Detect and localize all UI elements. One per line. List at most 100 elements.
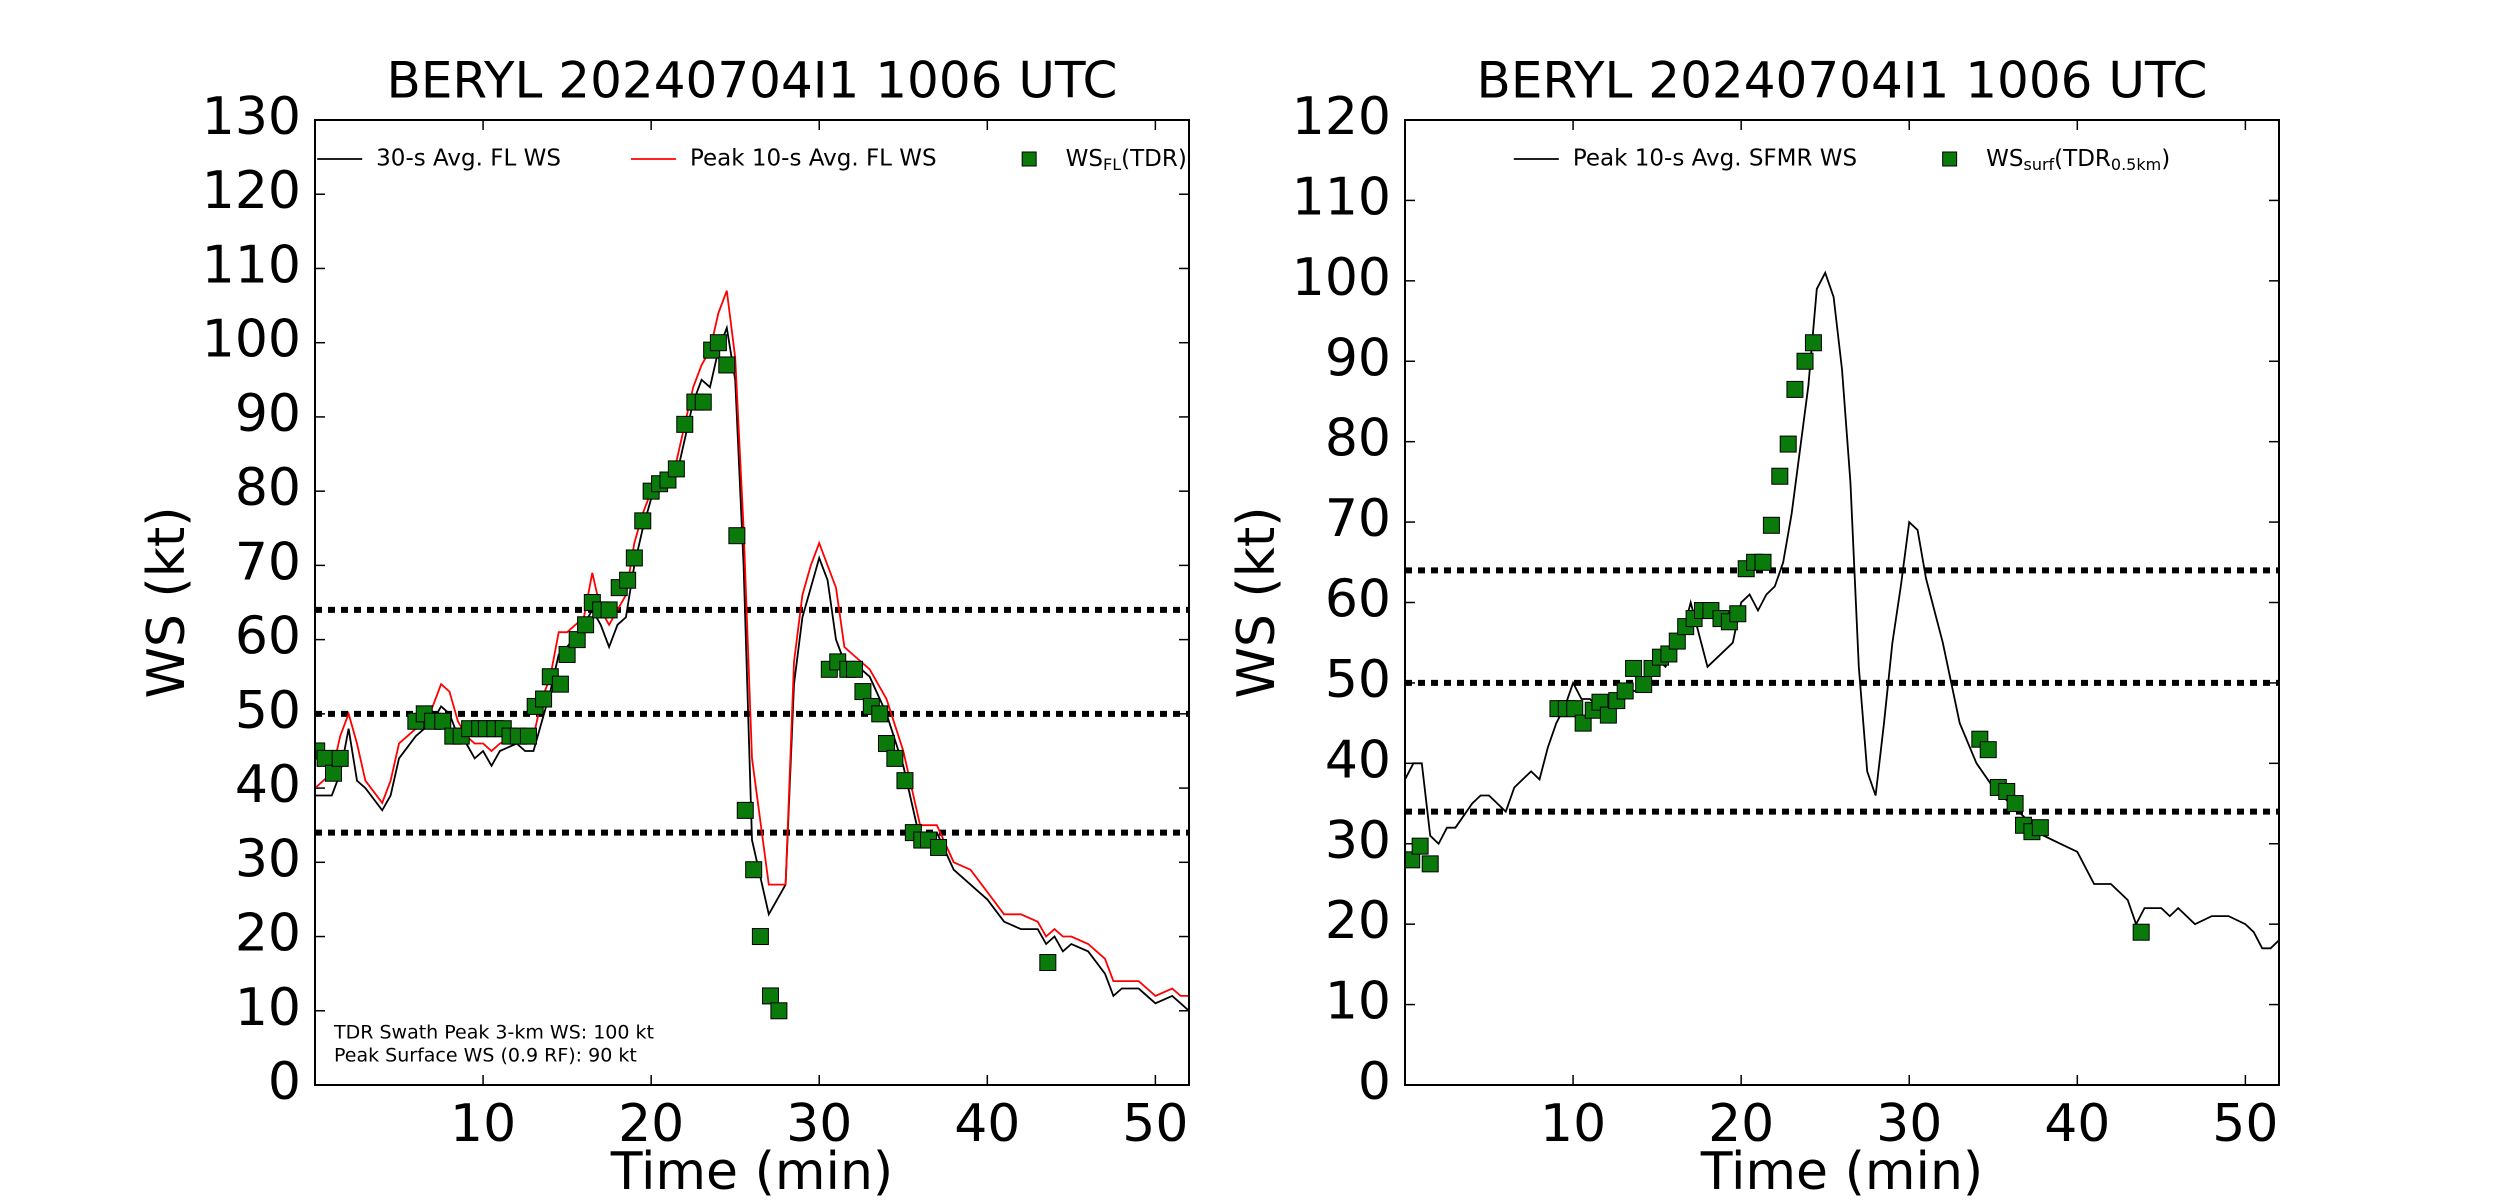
y-tick-label: 50	[1325, 650, 1391, 710]
legend-label: Peak 10-s Avg. SFMR WS	[1573, 146, 1857, 172]
data-point	[1979, 741, 1997, 759]
data-point	[877, 735, 895, 753]
data-point	[600, 601, 618, 619]
axes-frame	[1404, 119, 2280, 1086]
data-point	[551, 675, 569, 693]
data-point	[930, 838, 948, 856]
y-tick-label: 90	[235, 384, 301, 444]
y-tick-label: 30	[235, 829, 301, 889]
data-point	[2031, 819, 2049, 837]
legend-label: Peak 10-s Avg. FL WS	[690, 146, 937, 172]
annotation: Peak Surface WS (0.9 RF): 90 kt	[334, 1045, 637, 1067]
data-point	[745, 861, 763, 879]
y-axis-label: WS (kt)	[1227, 506, 1287, 698]
data-point	[1796, 352, 1814, 370]
data-line	[315, 290, 1189, 997]
data-point	[1039, 954, 1057, 972]
legend-label-part: (TDR)	[1121, 146, 1187, 172]
y-tick-label: 80	[1325, 409, 1391, 469]
data-point	[1599, 706, 1617, 724]
y-tick-label: 40	[235, 755, 301, 815]
data-point	[434, 712, 452, 730]
legend-label: 30-s Avg. FL WS	[376, 146, 561, 172]
axes: BERYL 20240704I1 1006 UTC Time (min) WS (k…	[1227, 52, 2280, 1200]
data-point	[1729, 605, 1747, 623]
data-point	[1421, 855, 1439, 873]
y-tick-label: 10	[1325, 972, 1391, 1032]
data-point	[1754, 553, 1772, 571]
data-point	[316, 749, 334, 767]
data-point	[770, 1002, 788, 1020]
legend-label-part: WS	[1986, 146, 2023, 172]
data-point	[846, 660, 864, 678]
data-point	[634, 512, 652, 530]
data-point	[535, 690, 553, 708]
legend-label-part: FL	[1103, 155, 1121, 174]
y-tick-label: 70	[1325, 489, 1391, 549]
data-point	[625, 549, 643, 567]
legend-entry: WSFL(TDR)	[1021, 146, 1187, 174]
legend-entry: WSsurf(TDR0.5km)	[1942, 146, 2170, 174]
legend-entry: Peak 10-s Avg. SFMR WS	[1513, 146, 1857, 172]
data-point	[324, 764, 342, 782]
plot-area	[1405, 270, 2279, 950]
y-tick-label: 10	[235, 978, 301, 1038]
y-tick-label: 0	[1358, 1052, 1391, 1112]
y-tick-label: 120	[202, 161, 301, 221]
data-point	[558, 645, 576, 663]
data-point	[1616, 682, 1634, 700]
y-axis-label: WS (kt)	[137, 506, 197, 698]
data-point	[1635, 676, 1653, 694]
data-point	[667, 460, 685, 478]
data-point	[331, 749, 349, 767]
data-point	[694, 393, 712, 411]
data-point	[718, 356, 736, 374]
data-point	[709, 334, 727, 352]
data-point	[896, 772, 914, 790]
data-point	[619, 571, 637, 589]
y-tick-label: 90	[1325, 328, 1391, 388]
y-tick-label: 100	[202, 310, 301, 370]
legend-label: WSFL(TDR)	[1066, 146, 1187, 174]
data-point	[568, 631, 586, 649]
x-axis-label: Time (min)	[610, 1142, 893, 1200]
x-tick-label: 30	[786, 1094, 852, 1154]
y-tick-label: 70	[235, 532, 301, 592]
y-tick-label: 0	[268, 1052, 301, 1112]
y-tick-label: 110	[202, 235, 301, 295]
legend-swatch	[1942, 151, 1958, 167]
data-point	[1625, 659, 1643, 677]
chart-title: BERYL 20240704I1 1006 UTC	[387, 52, 1118, 110]
y-tick-label: 30	[1325, 811, 1391, 871]
axes-frame	[314, 119, 1190, 1086]
y-tick-label: 110	[1292, 167, 1391, 227]
y-tick-label: 120	[1292, 87, 1391, 147]
x-tick-label: 30	[1876, 1094, 1942, 1154]
x-tick-label: 10	[450, 1094, 516, 1154]
legend-label-part: )	[2161, 146, 2170, 172]
legend-label-part: surf	[2023, 155, 2054, 174]
data-point	[1786, 380, 1804, 398]
data-point	[519, 727, 537, 745]
y-tick-label: 130	[202, 87, 301, 147]
y-tick-label: 50	[235, 681, 301, 741]
y-tick-label: 40	[1325, 730, 1391, 790]
data-point	[1762, 516, 1780, 534]
legend-swatch	[1021, 151, 1037, 167]
data-point	[1779, 435, 1797, 453]
data-point	[2006, 795, 2024, 813]
data-point	[871, 705, 889, 723]
data-point	[1804, 334, 1822, 352]
legend-label-part: WS	[1066, 146, 1103, 172]
data-point	[1566, 700, 1584, 718]
y-tick-label: 60	[1325, 570, 1391, 630]
x-tick-label: 20	[1708, 1094, 1774, 1154]
data-point	[736, 801, 754, 819]
data-point	[761, 987, 779, 1005]
plot-area	[315, 290, 1189, 1020]
data-point	[751, 928, 769, 946]
x-axis-label: Time (min)	[1700, 1142, 1983, 1200]
legend-label-part: (TDR	[2054, 146, 2111, 172]
data-point	[854, 683, 872, 701]
